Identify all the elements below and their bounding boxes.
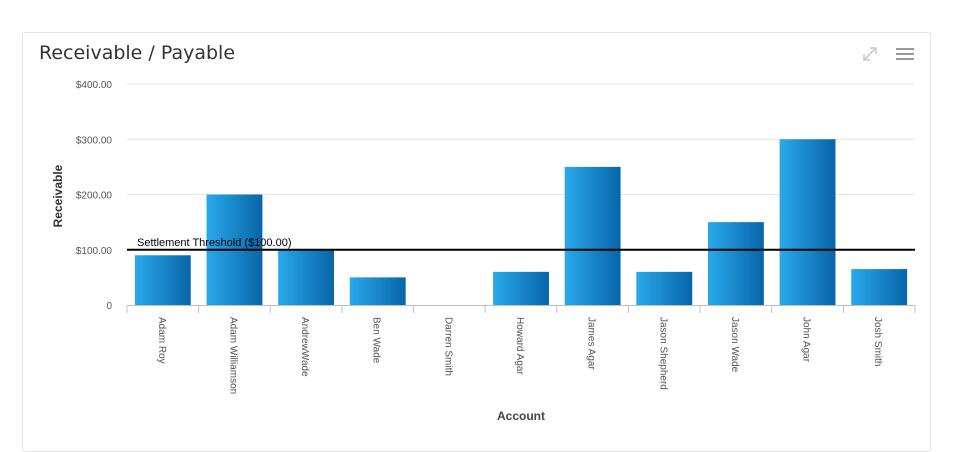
bar (493, 271, 549, 305)
x-tick-label: John Agar (801, 317, 812, 363)
bar (349, 277, 406, 305)
menu-icon[interactable] (894, 43, 916, 65)
x-tick-label: Josh Smith (872, 317, 883, 366)
bar (851, 269, 908, 305)
bar (564, 166, 621, 305)
chart-card: Receivable / Payable (22, 32, 931, 452)
bar (636, 271, 693, 305)
x-tick-label: AndrewWade (299, 317, 310, 377)
x-tick-label: Howard Agar (514, 317, 525, 375)
y-tick-label: $300.00 (76, 135, 113, 146)
y-axis-title: Receivable (51, 164, 65, 227)
y-tick-label: 0 (106, 301, 112, 312)
threshold-label: Settlement Threshold ($100.00) (137, 237, 292, 249)
bar (779, 139, 836, 305)
chart-title: Receivable / Payable (39, 42, 236, 64)
bar (707, 222, 764, 305)
x-tick-label: Adam Roy (156, 317, 167, 364)
x-tick-label: Jason Wade (729, 317, 740, 373)
y-tick-label: $100.00 (76, 246, 113, 257)
bar (278, 249, 335, 305)
y-tick-label: $200.00 (76, 191, 113, 202)
x-tick-label: Ben Wade (371, 317, 382, 364)
y-tick-label: $400.00 (76, 80, 113, 91)
x-axis-title: Account (497, 409, 545, 423)
x-tick-label: Adam Williamson (227, 317, 238, 394)
expand-icon[interactable] (859, 43, 881, 65)
x-tick-label: James Agar (586, 317, 597, 370)
x-tick-label: Darren Smith (442, 317, 453, 376)
x-tick-label: Jason Shepherd (657, 317, 668, 390)
bar-chart: 0 $100.00 $200.00 $300.00 $400.00 Adam Roy Ada… (51, 80, 916, 423)
bar (134, 255, 191, 305)
